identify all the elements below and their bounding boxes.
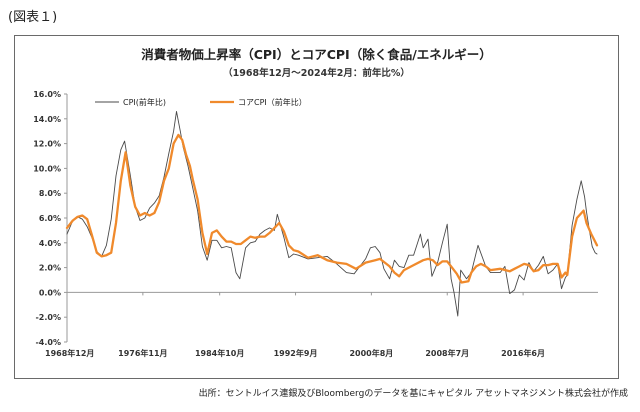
y-tick-label: 6.0% (39, 214, 61, 223)
x-tick-label: 2008年7月 (425, 348, 469, 358)
y-tick-label: 10.0% (33, 164, 61, 173)
x-tick-label: 1984年10月 (195, 348, 244, 358)
x-tick-label: 2000年8月 (349, 348, 393, 358)
chart-frame: 消費者物価上昇率（CPI）とコアCPI（除く食品/エネルギー） （1968年12… (14, 35, 619, 379)
chart-subtitle: （1968年12月～2024年2月：前年比%） (223, 68, 410, 79)
y-tick-label: 16.0% (33, 90, 61, 99)
y-tick-label: 8.0% (39, 189, 61, 198)
y-tick-label: 12.0% (33, 140, 61, 149)
y-tick-label: 14.0% (33, 115, 61, 124)
legend-cpi-label: CPI(前年比) (123, 97, 166, 107)
y-tick-label: 2.0% (39, 264, 61, 273)
x-tick-label: 1976年11月 (118, 348, 167, 358)
y-tick-label: 0.0% (39, 288, 61, 297)
source-note: 出所：セントルイス連銀及びBloombergのデータを基にキャピタル アセットマ… (198, 389, 628, 399)
y-tick-label: -4.0% (35, 338, 61, 347)
chart-plot: -4.0% -2.0% 0.0% 2.0% 4.0% 6.0% 8.0% 10.0% 12.0%… (33, 90, 599, 358)
y-tick-label: 4.0% (39, 239, 61, 248)
figure-label: (図表１) (8, 10, 58, 25)
x-tick-label: 1968年12月 (45, 348, 94, 358)
x-tick-label: 1992年9月 (274, 348, 318, 358)
core-cpi-series-line (65, 133, 599, 284)
y-tick-label: -2.0% (35, 313, 61, 322)
legend-core-cpi-label: コアCPI（前年比） (238, 97, 307, 107)
chart-title: 消費者物価上昇率（CPI）とコアCPI（除く食品/エネルギー） (141, 47, 492, 62)
x-tick-label: 2016年6月 (501, 348, 545, 358)
